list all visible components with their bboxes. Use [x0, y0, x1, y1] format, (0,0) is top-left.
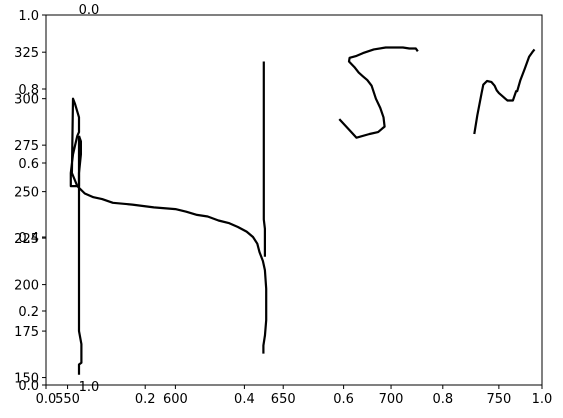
- x-tick-label-0: 550: [55, 392, 80, 407]
- y-tick-label-1: 175: [14, 325, 39, 340]
- y-tick-label-2: 200: [14, 279, 39, 294]
- bottom-stray-label: 1.0: [79, 380, 100, 395]
- y-tick-label-3: 225: [14, 232, 39, 247]
- plot-background: [46, 15, 542, 385]
- overlay-x-tick-label-2: 0.4: [234, 392, 255, 407]
- top-stray-label: 0.0: [79, 3, 100, 18]
- y-tick-label-0: 150: [14, 372, 39, 387]
- x-tick-label-3: 700: [379, 392, 404, 407]
- series-line-4: [338, 46, 419, 139]
- series-layer: [69, 46, 536, 375]
- series-line-2: [69, 97, 268, 354]
- overlay-x-tick-label-1: 0.2: [135, 392, 156, 407]
- series-line-3: [262, 61, 266, 257]
- overlay-x-tick-label-3: 0.6: [333, 392, 354, 407]
- overlay-x-tick-label-0: 0.0: [36, 392, 57, 407]
- series-line-1: [77, 135, 83, 375]
- overlay-x-tick-label-4: 0.8: [432, 392, 453, 407]
- overlay-y-tick-label-2: 0.4: [18, 231, 39, 246]
- series-line-5: [473, 48, 536, 135]
- plot-frame: [45, 14, 543, 386]
- overlay-y-tick-label-5: 1.0: [18, 9, 39, 24]
- overlay-y-tick-label-4: 0.8: [18, 83, 39, 98]
- x-tick-label-2: 650: [271, 392, 296, 407]
- y-tick-label-5: 275: [14, 139, 39, 154]
- overlay-y-tick-label-0: 0.0: [18, 379, 39, 394]
- overlay-y-tick-label-1: 0.2: [18, 305, 39, 320]
- overlay-y-tick-label-3: 0.6: [18, 157, 39, 172]
- y-tick-label-7: 325: [14, 46, 39, 61]
- y-tick-label-4: 250: [14, 186, 39, 201]
- x-tick-label-4: 750: [486, 392, 511, 407]
- y-tick-label-6: 300: [14, 93, 39, 108]
- overlay-x-tick-label-5: 1.0: [532, 392, 553, 407]
- x-tick-label-1: 600: [163, 392, 188, 407]
